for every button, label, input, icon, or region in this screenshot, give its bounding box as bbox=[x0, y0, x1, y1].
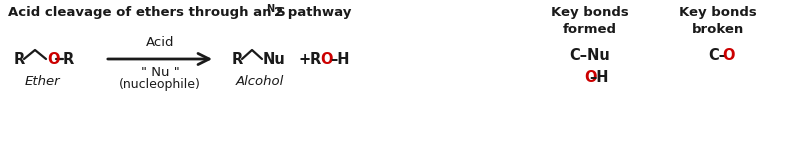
Text: Alcohol: Alcohol bbox=[236, 75, 284, 88]
Text: Acid cleavage of ethers through an S: Acid cleavage of ethers through an S bbox=[8, 6, 286, 19]
Text: O: O bbox=[722, 47, 734, 62]
Text: Acid: Acid bbox=[146, 36, 174, 49]
Text: –H: –H bbox=[589, 70, 609, 85]
Text: R: R bbox=[14, 51, 26, 66]
Text: O: O bbox=[584, 70, 597, 85]
Text: Nu: Nu bbox=[263, 51, 286, 66]
Text: O: O bbox=[320, 51, 333, 66]
Text: C–Nu: C–Nu bbox=[570, 47, 610, 62]
Text: R: R bbox=[63, 51, 74, 66]
Text: " Nu ": " Nu " bbox=[141, 66, 179, 79]
Text: O: O bbox=[47, 51, 59, 66]
Text: (nucleophile): (nucleophile) bbox=[119, 78, 201, 91]
Text: R: R bbox=[310, 51, 322, 66]
Text: –H: –H bbox=[330, 51, 350, 66]
Text: 2 pathway: 2 pathway bbox=[274, 6, 351, 19]
Text: C–: C– bbox=[708, 47, 726, 62]
Text: Ether: Ether bbox=[24, 75, 60, 88]
Text: Key bonds
broken: Key bonds broken bbox=[679, 6, 757, 36]
Text: Key bonds
formed: Key bonds formed bbox=[551, 6, 629, 36]
Text: N: N bbox=[266, 4, 274, 14]
Text: +: + bbox=[298, 51, 310, 66]
Text: R: R bbox=[232, 51, 243, 66]
